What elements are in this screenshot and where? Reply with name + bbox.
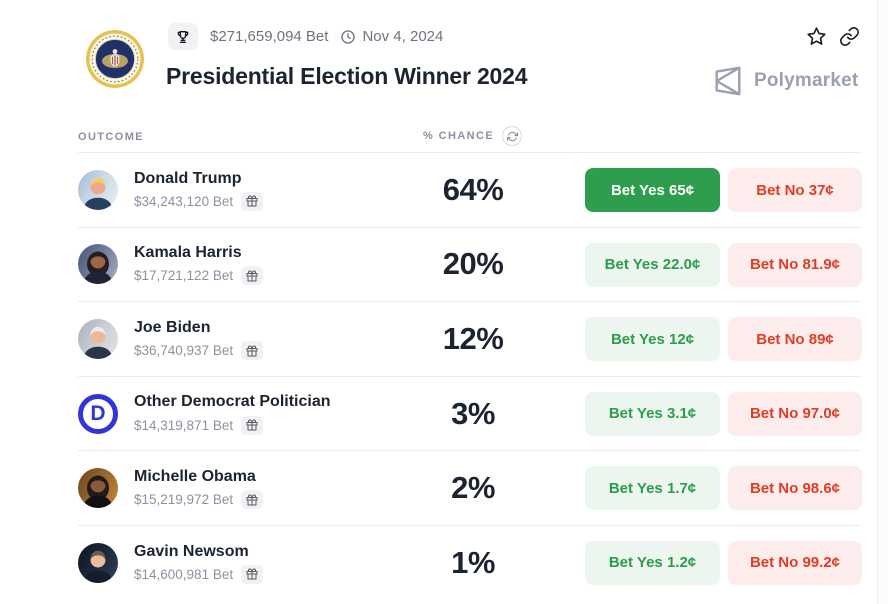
bet-no-button[interactable]: Bet No 37¢ [728,168,862,212]
gift-icon [246,568,258,580]
outcome-row[interactable]: Michelle Obama $15,219,972 Bet [78,450,862,525]
outcome-bet-amount: $34,243,120 Bet [134,193,234,209]
gift-icon [246,494,258,506]
outcome-name: Michelle Obama [134,468,256,486]
chance-column-header: % CHANCE [423,130,495,142]
outcome-row[interactable]: Donald Trump $34,243,120 Bet [78,152,862,227]
polymarket-brand: Polymarket [712,64,858,98]
gift-icon [246,419,258,431]
bet-no-button[interactable]: Bet No 97.0¢ [728,391,862,436]
bet-yes-button[interactable]: Bet Yes 12¢ [585,317,720,362]
outcome-avatar: D [78,393,118,434]
outcome-bet-amount: $36,740,937 Bet [134,343,234,359]
gift-icon [246,270,258,282]
page-title: Presidential Election Winner 2024 [166,63,528,89]
favorite-star-button[interactable] [806,26,827,47]
outcome-chance-percent: 20% [442,246,504,282]
copy-link-button[interactable] [839,26,860,47]
rewards-gift-badge[interactable] [241,191,264,211]
outcome-avatar [78,542,118,583]
trophy-icon [168,23,198,50]
outcome-chance-percent: 64% [442,171,504,207]
bet-yes-button[interactable]: Bet Yes 1.2¢ [585,540,720,585]
market-date: Nov 4, 2024 [362,28,444,45]
outcome-chance-percent: 12% [442,320,504,356]
outcome-chance-percent: 3% [451,395,495,431]
polymarket-wordmark: Polymarket [754,70,859,91]
outcome-avatar [78,244,118,285]
outcome-column-header: OUTCOME [78,131,145,143]
outcome-bet-amount: $14,600,981 Bet [134,566,234,582]
gift-icon [246,195,258,207]
outcome-bet-amount: $17,721,122 Bet [134,268,234,284]
bet-yes-button[interactable]: Bet Yes 22.0¢ [585,242,720,287]
rewards-gift-badge[interactable] [241,415,264,435]
link-icon [839,26,860,47]
outcome-avatar [78,318,118,359]
bet-yes-button[interactable]: Bet Yes 65¢ [585,168,720,212]
outcome-row[interactable]: Joe Biden $36,740,937 Bet 12 [78,301,862,376]
bet-yes-button[interactable]: Bet Yes 1.7¢ [585,466,720,511]
rewards-gift-badge[interactable] [241,564,264,584]
outcome-bet-amount: $14,319,871 Bet [134,417,234,433]
outcome-name: Donald Trump [134,169,242,187]
outcome-row[interactable]: Kamala Harris $17,721,122 Bet [78,226,862,302]
bet-no-button[interactable]: Bet No 81.9¢ [728,242,862,287]
outcome-avatar [78,468,118,509]
star-icon [806,26,827,47]
rewards-gift-badge[interactable] [241,341,264,361]
bet-no-button[interactable]: Bet No 98.6¢ [728,466,862,511]
bet-yes-button[interactable]: Bet Yes 3.1¢ [585,391,720,436]
rewards-gift-badge[interactable] [241,490,264,510]
volume-bet-amount: $271,659,094 Bet [210,28,329,45]
outcome-name: Joe Biden [134,318,211,336]
democrat-logo-letter: D [90,402,106,426]
refresh-button[interactable] [502,126,523,146]
outcome-row[interactable]: D Other Democrat Politician $14,319,871 … [78,375,862,451]
bet-no-button[interactable]: Bet No 89¢ [728,317,862,362]
outcome-chance-percent: 1% [451,544,495,580]
outcome-row[interactable]: Gavin Newsom $14,600,981 Bet [78,524,862,600]
refresh-icon [506,131,518,142]
outcome-chance-percent: 2% [451,470,495,506]
market-meta: $271,659,094 Bet Nov 4, 2024 [168,23,443,50]
outcome-name: Kamala Harris [134,244,242,262]
vertical-scrollbar[interactable] [877,0,888,604]
bet-no-button[interactable]: Bet No 99.2¢ [728,540,862,585]
outcome-bet-amount: $15,219,972 Bet [134,492,234,508]
presidential-seal-image [86,30,144,88]
rewards-gift-badge[interactable] [241,266,264,286]
outcome-name: Gavin Newsom [134,542,249,560]
outcome-avatar [78,169,118,210]
outcomes-list: Donald Trump $34,243,120 Bet [78,152,862,600]
clock-icon [340,29,356,45]
polymarket-logo-icon [712,64,744,98]
gift-icon [246,345,258,357]
outcome-name: Other Democrat Politician [134,393,331,411]
